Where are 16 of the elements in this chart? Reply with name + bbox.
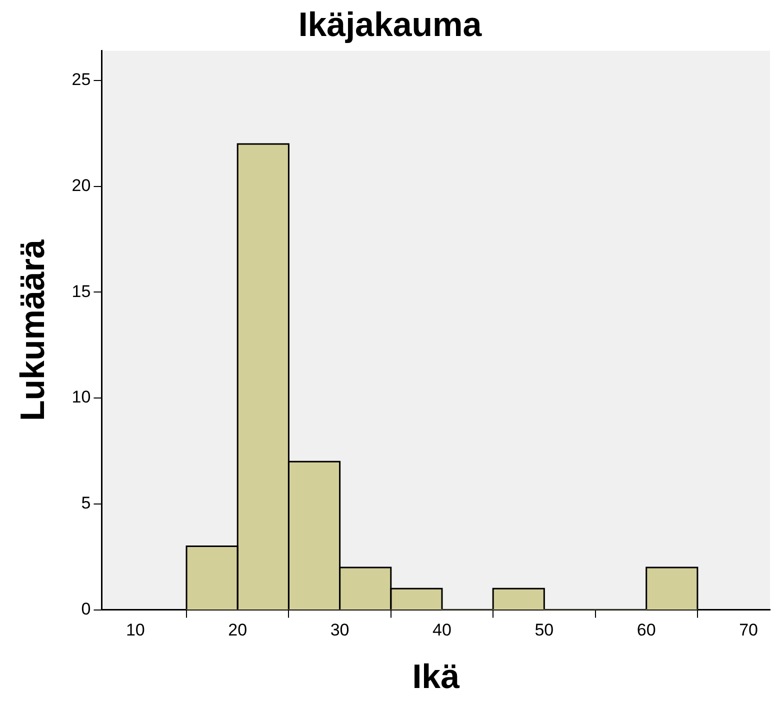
- y-tick-label: 20: [72, 176, 91, 196]
- x-tick-label: 70: [739, 620, 758, 640]
- x-tick-label: 10: [126, 620, 145, 640]
- x-tick-label: 50: [534, 620, 554, 640]
- chart-title: Ikäjakauma: [298, 6, 483, 44]
- y-tick-label: 10: [72, 388, 91, 407]
- y-tick-label: 15: [72, 282, 91, 301]
- x-tick-label: 40: [432, 620, 452, 640]
- y-tick-label: 0: [81, 599, 91, 618]
- y-tick-label: 5: [81, 494, 91, 513]
- x-tick-label: 20: [228, 620, 248, 640]
- x-tick-label: 30: [330, 620, 350, 640]
- y-axis-title: Lukumäärä: [14, 240, 52, 422]
- y-tick-label: 25: [72, 70, 91, 90]
- x-axis-title: Ikä: [412, 658, 460, 696]
- x-tick-label: 60: [636, 620, 656, 640]
